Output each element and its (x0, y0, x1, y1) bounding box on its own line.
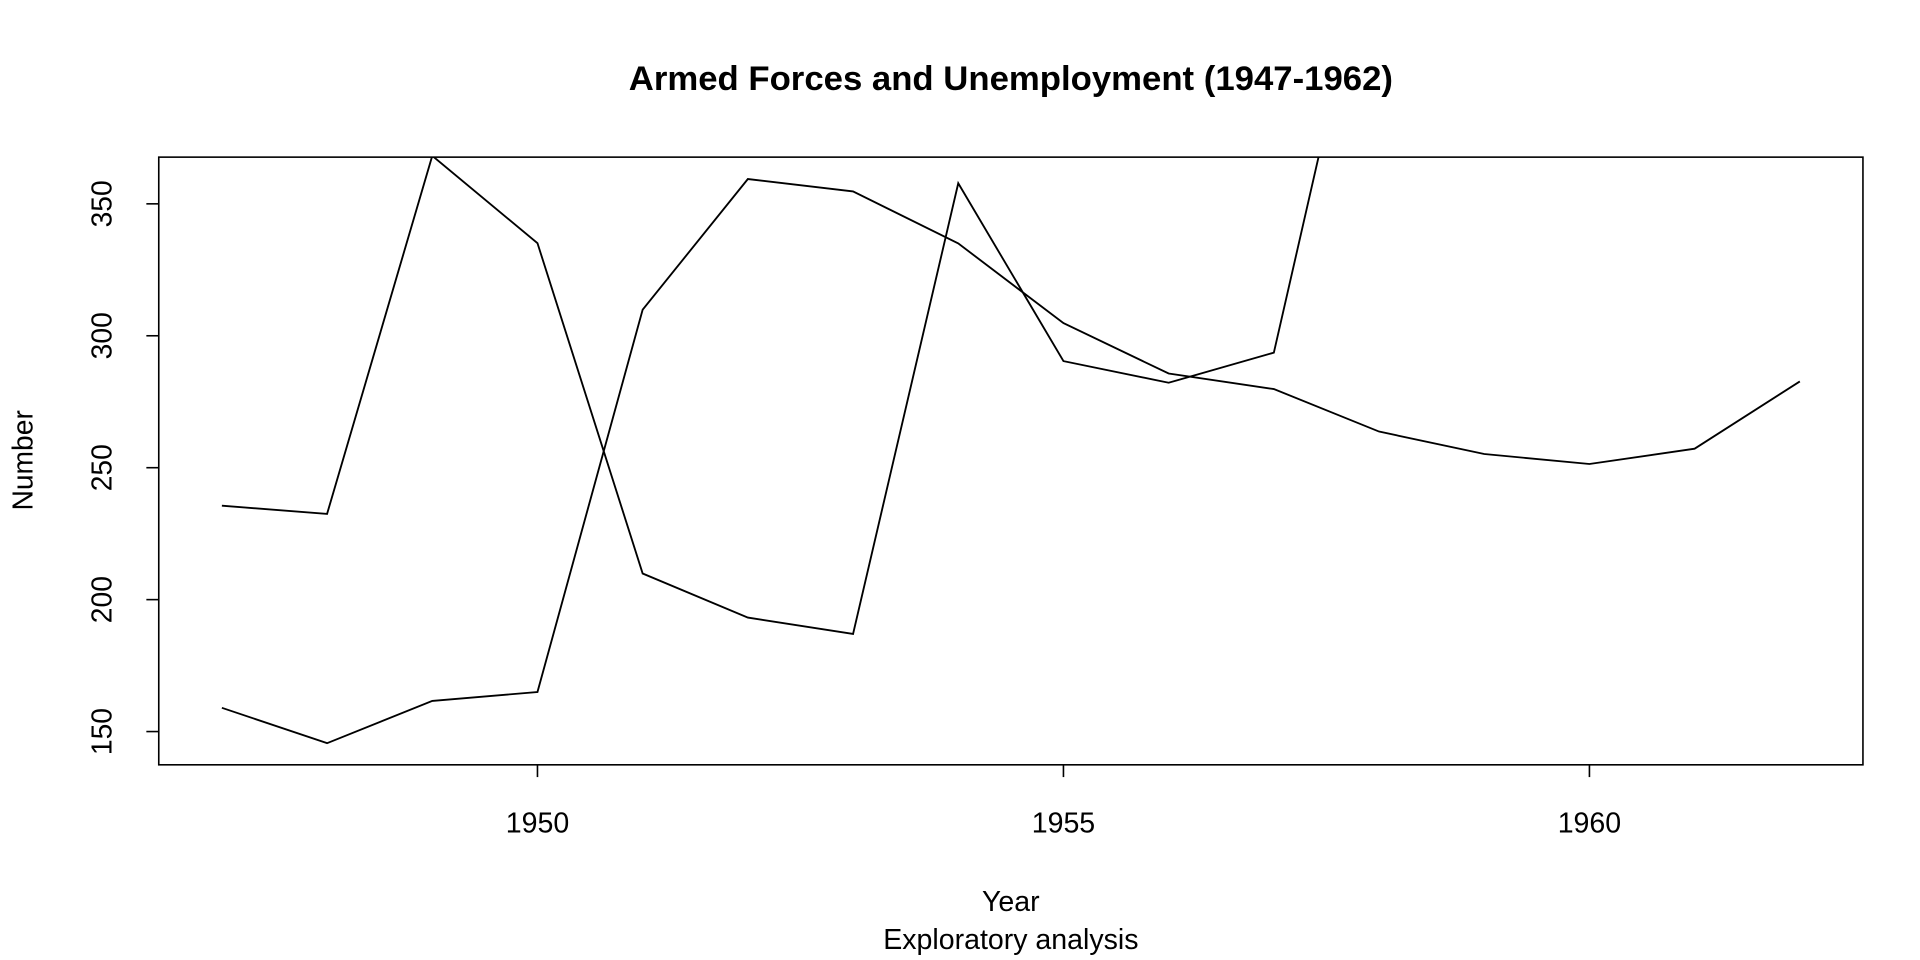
plot-frame (157, 156, 1864, 766)
subtitle: Exploratory analysis (883, 924, 1138, 956)
y-tick-label: 300 (87, 312, 119, 359)
y-tick-label: 200 (87, 576, 119, 623)
x-tick-label: 1950 (506, 808, 569, 840)
data-line (221, 157, 1320, 635)
y-tick-label: 250 (87, 444, 119, 491)
x-tick-label: 1960 (1558, 808, 1621, 840)
y-tick-label: 150 (87, 708, 119, 755)
plot-area (221, 157, 1801, 745)
x-tick-label: 1955 (1032, 808, 1095, 840)
x-axis-label: Year (982, 886, 1040, 918)
y-tick-label: 350 (87, 180, 119, 227)
chart-title: Armed Forces and Unemployment (1947-1962… (629, 60, 1393, 98)
data-line (221, 178, 1801, 745)
y-axis-label: Number (7, 410, 39, 510)
